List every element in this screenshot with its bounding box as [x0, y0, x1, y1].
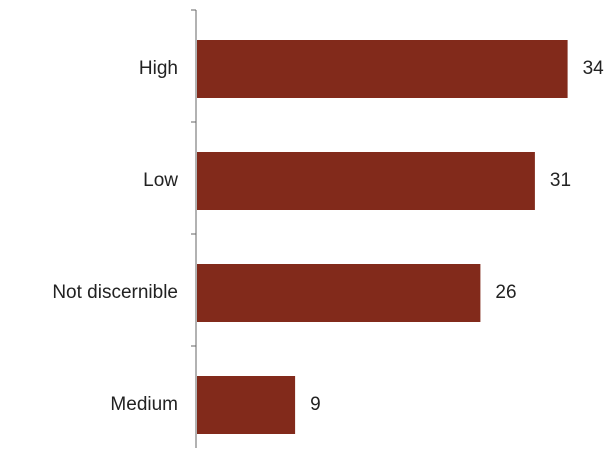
bar-low — [197, 152, 535, 210]
axis-layer — [191, 9, 197, 448]
category-label: Not discernible — [52, 282, 178, 303]
value-label: 26 — [495, 282, 516, 303]
value-label: 34 — [583, 58, 605, 79]
value-label: 9 — [310, 394, 321, 415]
bar-medium — [197, 376, 296, 434]
value-label: 31 — [550, 170, 571, 191]
bar-not-discernible — [197, 264, 481, 322]
bar-high — [197, 40, 568, 98]
labels-layer: High 34 Low 31 Not discernible 26 Medium 9 — [52, 58, 604, 415]
category-label: Medium — [110, 394, 178, 415]
category-label: Low — [143, 170, 178, 191]
category-label: High — [139, 58, 178, 79]
bars-layer — [197, 40, 568, 434]
